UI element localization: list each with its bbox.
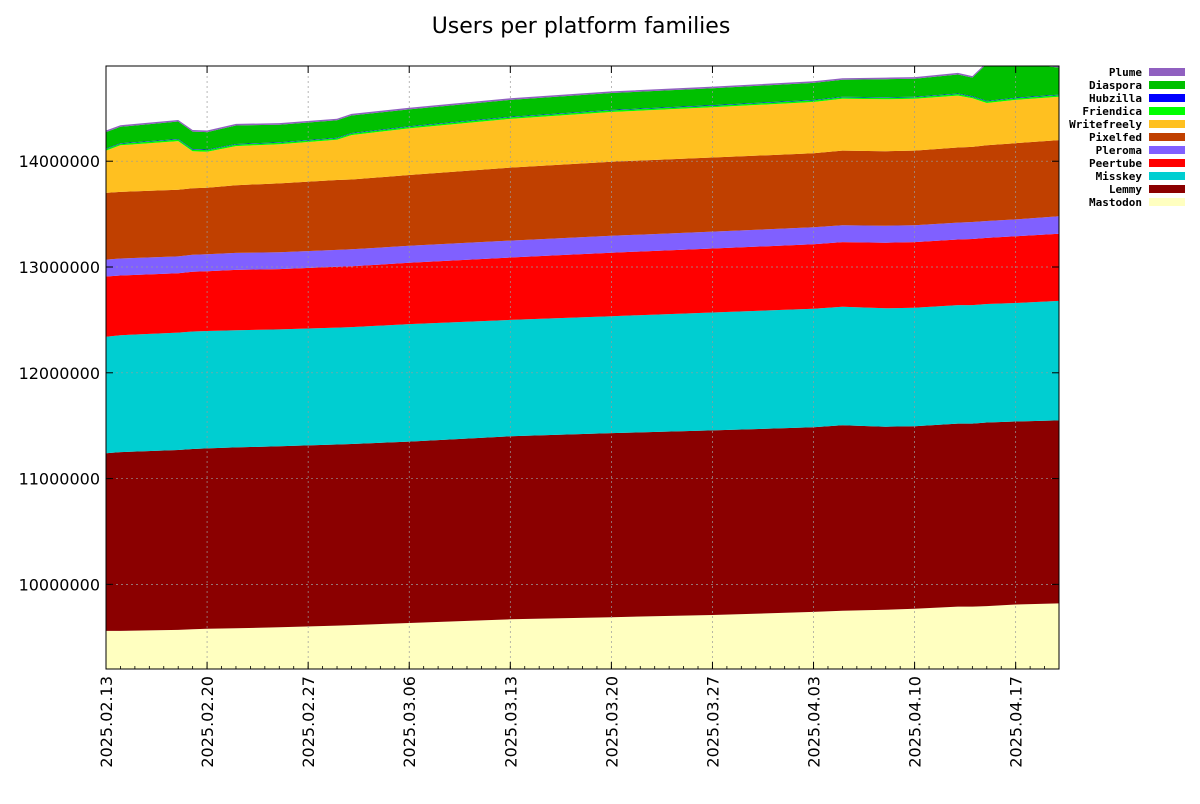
legend-label-friendica: Friendica [1082,105,1142,118]
legend-swatch-plume [1149,68,1185,76]
area-misskey [106,300,1059,454]
legend-swatch-lemmy [1149,185,1185,193]
area-layer [106,66,1059,669]
x-tick-label: 2025.02.20 [198,676,217,768]
legend-label-pleroma: Pleroma [1096,144,1142,157]
x-tick-label: 2025.03.20 [602,676,621,768]
legend-swatch-hubzilla [1149,94,1185,102]
area-pixelfed [106,140,1059,260]
legend-swatch-mastodon [1149,198,1185,206]
area-writefreely [106,95,1059,193]
legend-label-misskey: Misskey [1096,170,1143,183]
area-pleroma [106,216,1059,277]
x-tick-label: 2025.04.10 [906,676,925,768]
legend-swatch-friendica [1149,107,1185,115]
x-tick-label: 2025.04.03 [805,676,824,768]
y-tick-label: 11000000 [19,470,100,489]
y-tick-label: 10000000 [19,575,100,594]
x-tick-label: 2025.03.13 [501,676,520,768]
legend-swatch-writefreely [1149,120,1185,128]
area-diaspora [106,66,1059,150]
chart-title: Users per platform families [431,14,731,39]
x-tick-label: 2025.03.06 [400,676,419,768]
y-tick-label: 12000000 [19,364,100,383]
area-mastodon [106,603,1059,669]
legend-label-peertube: Peertube [1089,157,1142,170]
legend-swatch-misskey [1149,172,1185,180]
area-lemmy [106,420,1059,631]
area-peertube [106,233,1059,337]
legend-label-mastodon: Mastodon [1089,196,1142,209]
legend-label-pixelfed: Pixelfed [1089,131,1142,144]
x-tick-label: 2025.04.17 [1007,676,1026,768]
legend-label-diaspora: Diaspora [1089,79,1142,92]
x-tick-label: 2025.03.27 [703,676,722,768]
legend-swatch-diaspora [1149,81,1185,89]
legend-label-hubzilla: Hubzilla [1089,92,1142,105]
legend-label-plume: Plume [1109,66,1142,79]
y-tick-label: 13000000 [19,258,100,277]
y-tick-label: 14000000 [19,152,100,171]
legend: PlumeDiasporaHubzillaFriendicaWritefreel… [1069,66,1185,209]
area-friendica [106,94,1059,152]
legend-label-writefreely: Writefreely [1069,118,1142,131]
legend-label-lemmy: Lemmy [1109,183,1142,196]
axis-layer: 10000000 11000000 12000000 13000000 14000000… [19,65,1060,768]
x-tick-label: 2025.02.13 [97,676,116,768]
legend-swatch-pleroma [1149,146,1185,154]
legend-swatch-pixelfed [1149,133,1185,141]
x-tick-label: 2025.02.27 [299,676,318,768]
legend-swatch-peertube [1149,159,1185,167]
